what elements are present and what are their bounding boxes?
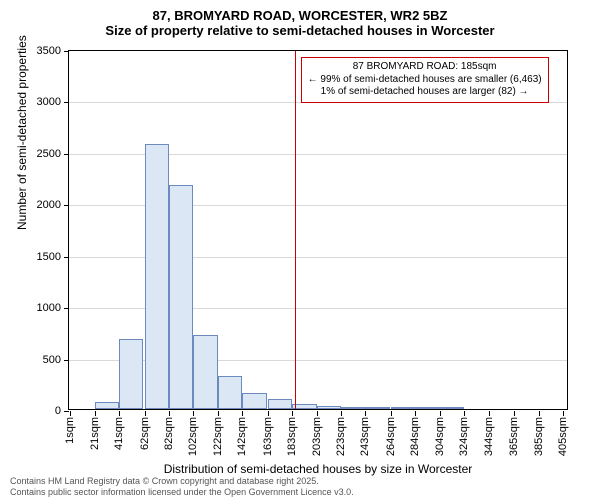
histogram-bar: [242, 393, 266, 409]
footer-line1: Contains HM Land Registry data © Crown c…: [10, 476, 354, 487]
xtick-mark: [95, 411, 96, 416]
annotation-line2: ← 99% of semi-detached houses are smalle…: [308, 74, 542, 87]
footer-line2: Contains public sector information licen…: [10, 487, 354, 498]
footer-attribution: Contains HM Land Registry data © Crown c…: [10, 476, 354, 498]
reference-line: [295, 51, 297, 409]
xtick-label: 264sqm: [385, 417, 397, 456]
xtick-mark: [193, 411, 194, 416]
histogram-bar: [119, 339, 143, 409]
xtick-label: 82sqm: [163, 417, 175, 450]
xtick-mark: [119, 411, 120, 416]
xtick-mark: [440, 411, 441, 416]
xtick-label: 324sqm: [458, 417, 470, 456]
xtick-label: 122sqm: [212, 417, 224, 456]
chart-area: 05001000150020002500300035001sqm21sqm41s…: [68, 50, 568, 410]
xtick-mark: [218, 411, 219, 416]
ytick-label: 500: [43, 354, 61, 366]
ytick-mark: [64, 257, 69, 258]
ytick-mark: [64, 360, 69, 361]
ytick-label: 2000: [37, 199, 61, 211]
xtick-mark: [415, 411, 416, 416]
histogram-bar: [95, 402, 119, 409]
histogram-bar: [440, 407, 464, 409]
xtick-mark: [539, 411, 540, 416]
histogram-bar: [317, 406, 341, 409]
gridline: [69, 102, 567, 103]
ytick-mark: [64, 308, 69, 309]
xtick-label: 284sqm: [409, 417, 421, 456]
xtick-label: 21sqm: [89, 417, 101, 450]
histogram-bar: [268, 399, 292, 409]
xtick-label: 142sqm: [236, 417, 248, 456]
ytick-mark: [64, 51, 69, 52]
xtick-mark: [268, 411, 269, 416]
histogram-bar: [218, 376, 242, 409]
xtick-mark: [365, 411, 366, 416]
xtick-label: 62sqm: [139, 417, 151, 450]
y-axis-label: Number of semi-detached properties: [15, 35, 29, 230]
xtick-label: 385sqm: [533, 417, 545, 456]
xtick-label: 344sqm: [483, 417, 495, 456]
xtick-mark: [341, 411, 342, 416]
histogram-bar: [169, 185, 193, 409]
xtick-mark: [292, 411, 293, 416]
xtick-label: 243sqm: [359, 417, 371, 456]
xtick-label: 365sqm: [508, 417, 520, 456]
xtick-label: 223sqm: [335, 417, 347, 456]
ytick-mark: [64, 205, 69, 206]
ytick-label: 2500: [37, 148, 61, 160]
xtick-label: 1sqm: [64, 417, 76, 444]
xtick-label: 41sqm: [113, 417, 125, 450]
xtick-mark: [489, 411, 490, 416]
annotation-line3: 1% of semi-detached houses are larger (8…: [308, 86, 542, 99]
xtick-mark: [563, 411, 564, 416]
histogram-bar: [415, 407, 439, 409]
ytick-label: 0: [55, 405, 61, 417]
annotation-box: 87 BROMYARD ROAD: 185sqm← 99% of semi-de…: [301, 57, 549, 103]
xtick-mark: [70, 411, 71, 416]
xtick-mark: [169, 411, 170, 416]
xtick-label: 102sqm: [187, 417, 199, 456]
xtick-mark: [514, 411, 515, 416]
histogram-bar: [145, 144, 169, 409]
ytick-mark: [64, 154, 69, 155]
ytick-label: 1000: [37, 302, 61, 314]
xtick-label: 163sqm: [262, 417, 274, 456]
plot-region: 05001000150020002500300035001sqm21sqm41s…: [68, 50, 568, 410]
xtick-mark: [242, 411, 243, 416]
chart-title-line2: Size of property relative to semi-detach…: [0, 23, 600, 38]
xtick-label: 203sqm: [311, 417, 323, 456]
x-axis-label: Distribution of semi-detached houses by …: [68, 462, 568, 476]
xtick-label: 304sqm: [434, 417, 446, 456]
histogram-bar: [341, 407, 365, 409]
ytick-label: 3500: [37, 45, 61, 57]
histogram-bar: [365, 407, 389, 409]
histogram-bar: [193, 335, 217, 409]
xtick-mark: [391, 411, 392, 416]
xtick-mark: [317, 411, 318, 416]
ytick-mark: [64, 102, 69, 103]
histogram-bar: [391, 407, 415, 409]
xtick-mark: [464, 411, 465, 416]
chart-title-line1: 87, BROMYARD ROAD, WORCESTER, WR2 5BZ: [0, 8, 600, 23]
xtick-mark: [145, 411, 146, 416]
ytick-label: 1500: [37, 251, 61, 263]
ytick-label: 3000: [37, 96, 61, 108]
xtick-label: 405sqm: [557, 417, 569, 456]
annotation-line1: 87 BROMYARD ROAD: 185sqm: [308, 61, 542, 74]
xtick-label: 183sqm: [286, 417, 298, 456]
ytick-mark: [64, 411, 69, 412]
